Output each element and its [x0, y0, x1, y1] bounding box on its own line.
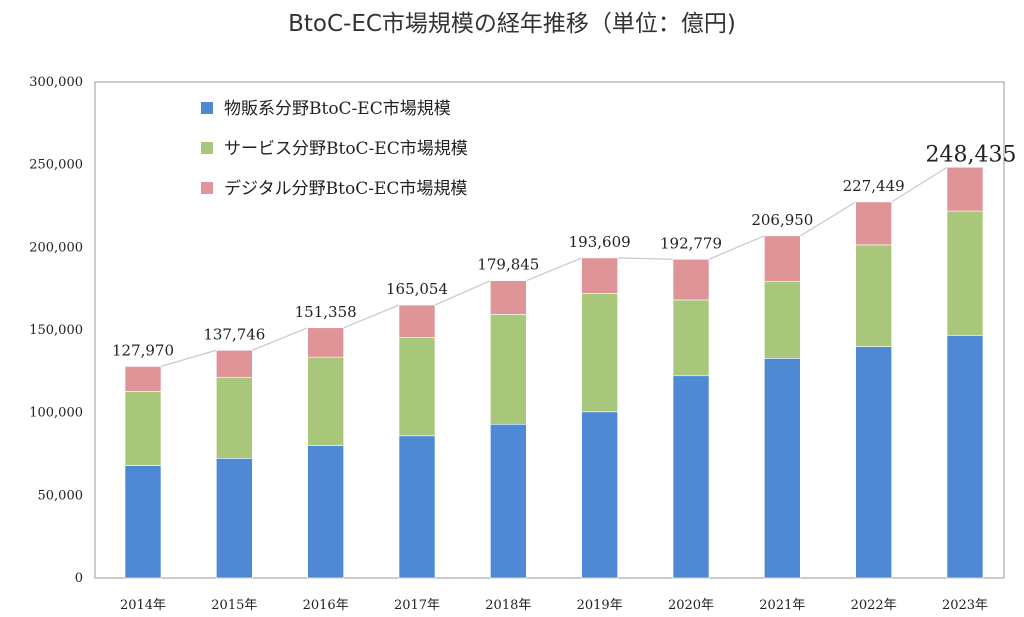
bar-segment-series-2	[581, 293, 618, 413]
total-label: 127,970	[112, 341, 174, 359]
x-tick-label: 2017年	[394, 598, 440, 613]
x-tick-label: 2016年	[303, 598, 349, 613]
x-tick-label: 2021年	[759, 598, 805, 613]
total-label: 179,845	[477, 256, 539, 274]
legend-swatch	[201, 182, 213, 194]
bar-segment-series-1	[946, 335, 984, 579]
bar-segment-series-2	[764, 281, 801, 359]
chart-title: BtoC-EC市場規模の経年推移（単位：億円)	[288, 11, 736, 37]
bar-segment-series-3	[490, 280, 527, 315]
bar-segment-series-1	[581, 411, 618, 579]
plot-area-frame	[94, 81, 1005, 579]
bar-segment-series-1	[307, 445, 344, 579]
bar-segment-series-1	[855, 346, 892, 579]
y-tick-label: 300,000	[29, 75, 83, 90]
bar-segment-series-1	[124, 465, 162, 579]
x-tick-label: 2019年	[577, 598, 623, 613]
bars	[124, 166, 984, 579]
legend: 物販系分野BtoC-EC市場規模サービス分野BtoC-EC市場規模デジタル分野B…	[201, 99, 468, 199]
bar-segment-series-3	[581, 257, 618, 294]
bar-segment-series-2	[307, 356, 344, 446]
bar-segment-series-2	[124, 391, 162, 466]
x-tick-label: 2023年	[942, 598, 988, 613]
total-label: 206,950	[751, 211, 813, 229]
total-connector-line	[160, 349, 217, 367]
legend-label: サービス分野BtoC-EC市場規模	[224, 139, 468, 159]
x-tick-label: 2015年	[211, 598, 257, 613]
bar-segment-series-2	[216, 376, 253, 459]
y-tick-label: 150,000	[29, 323, 83, 338]
bar-segment-series-2	[946, 210, 984, 336]
total-label: 248,435	[926, 142, 1017, 167]
x-axis-ticks: 2014年 2015年 2016年 2017年 2018年 2019年 2020年 2021年…	[120, 598, 988, 613]
bar-segment-series-1	[216, 458, 253, 579]
y-axis-ticks: 0 50,000 100,000 150,000 200,000 250,000 300,0…	[29, 75, 83, 586]
total-connector-line	[708, 235, 765, 260]
bar-segment-series-3	[764, 235, 801, 282]
total-label: 165,054	[386, 280, 448, 298]
y-tick-label: 200,000	[29, 240, 83, 255]
total-connector-lines	[160, 166, 948, 367]
legend-swatch	[201, 102, 213, 114]
y-tick-label: 250,000	[29, 158, 83, 173]
bar-segment-series-2	[672, 299, 710, 377]
bar-segment-series-1	[672, 375, 710, 579]
legend-swatch	[201, 142, 213, 154]
total-label: 192,779	[660, 234, 722, 252]
bar-segment-series-3	[672, 258, 710, 301]
bar-segment-series-3	[216, 349, 253, 378]
x-tick-label: 2018年	[485, 598, 531, 613]
x-tick-label: 2014年	[120, 598, 166, 613]
bar-segment-series-3	[855, 201, 892, 246]
bar-segment-series-3	[124, 366, 162, 392]
bar-segment-series-1	[490, 423, 527, 579]
x-tick-label: 2020年	[668, 598, 714, 613]
bar-segment-series-2	[398, 337, 436, 437]
total-connector-line	[800, 201, 856, 237]
total-label: 151,358	[295, 303, 357, 321]
total-connector-line	[526, 257, 582, 282]
total-connector-line	[343, 304, 400, 329]
bar-segment-series-1	[764, 358, 801, 579]
total-labels: 127,970 137,746 151,358 165,054 179,845 193,6…	[112, 142, 1017, 359]
total-label: 227,449	[843, 177, 905, 195]
bar-segment-series-3	[307, 327, 344, 358]
y-tick-label: 0	[75, 571, 83, 586]
bar-segment-series-2	[490, 314, 527, 425]
bar-segment-series-3	[398, 304, 436, 338]
x-tick-label: 2022年	[851, 598, 897, 613]
bar-segment-series-3	[946, 166, 984, 212]
y-tick-label: 50,000	[38, 488, 84, 503]
total-connector-line	[617, 257, 674, 260]
total-connector-line	[891, 166, 948, 203]
total-label: 137,746	[203, 325, 265, 343]
bar-segment-series-2	[855, 244, 892, 347]
total-connector-line	[252, 327, 308, 351]
y-tick-label: 100,000	[29, 406, 83, 421]
bar-segment-series-1	[398, 435, 436, 579]
total-connector-line	[434, 280, 491, 306]
total-label: 193,609	[569, 233, 631, 251]
legend-label: デジタル分野BtoC-EC市場規模	[224, 178, 467, 199]
legend-label: 物販系分野BtoC-EC市場規模	[224, 99, 451, 119]
